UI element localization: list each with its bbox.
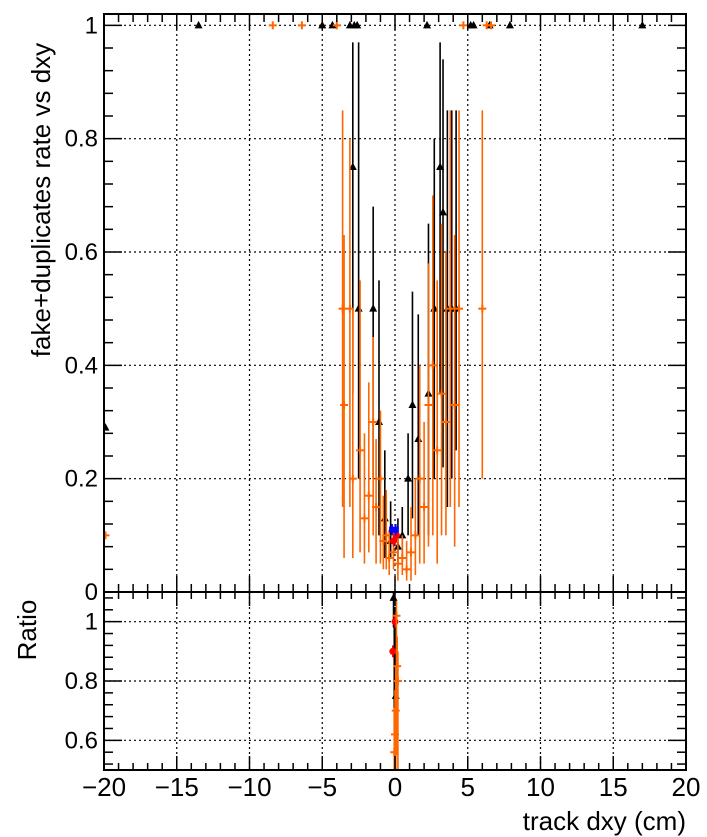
y-tick-label: 1 <box>85 12 98 39</box>
data-point <box>428 361 437 370</box>
x-tick-label: −20 <box>82 772 126 802</box>
data-point <box>369 418 378 426</box>
y-tick-label: 0.2 <box>65 466 98 493</box>
data-point <box>505 20 514 29</box>
x-tick-label: 10 <box>526 772 555 802</box>
data-point <box>393 559 402 568</box>
x-tick-label: 0 <box>388 772 402 802</box>
data-point <box>390 537 398 545</box>
data-point <box>328 20 337 29</box>
y-tick-label: 0.6 <box>65 727 98 754</box>
y-tick-label: 1 <box>85 609 98 636</box>
data-point <box>398 530 407 539</box>
x-tick-label: −5 <box>307 772 337 802</box>
data-point <box>348 474 357 483</box>
data-point <box>380 513 389 522</box>
data-point <box>389 526 396 533</box>
data-point <box>392 611 401 620</box>
data-point <box>411 531 420 540</box>
data-point <box>450 401 459 409</box>
data-point <box>340 401 349 409</box>
data-point <box>194 20 203 29</box>
data-point <box>364 491 373 500</box>
data-point <box>389 647 397 655</box>
data-point <box>437 389 446 398</box>
data-point <box>433 446 442 455</box>
data-point <box>392 526 399 533</box>
data-point <box>414 434 423 442</box>
data-point <box>402 565 411 574</box>
data-point <box>436 162 445 170</box>
data-point <box>376 474 385 483</box>
data-point <box>385 554 394 562</box>
data-point <box>398 554 407 562</box>
x-tick-label: 20 <box>672 772 701 802</box>
data-point <box>268 21 277 30</box>
data-point <box>446 304 455 313</box>
data-point <box>360 514 369 523</box>
data-point <box>415 474 424 483</box>
data-point <box>423 20 432 29</box>
y-tick-label: 0.4 <box>65 352 98 379</box>
data-point <box>407 548 416 557</box>
y-tick-label: 0.8 <box>65 126 98 153</box>
y-axis-title-ratio: Ratio <box>12 600 42 661</box>
data-point <box>372 503 381 511</box>
top-panel-data <box>104 20 647 581</box>
data-point <box>332 21 341 30</box>
data-point <box>354 304 363 312</box>
x-axis-title: track dxy (cm) <box>523 806 686 836</box>
x-tick-label: −15 <box>155 772 199 802</box>
data-point <box>390 748 399 757</box>
data-point <box>356 446 365 455</box>
data-point <box>404 474 413 482</box>
data-point <box>638 20 647 29</box>
data-point <box>469 20 478 29</box>
data-point <box>297 21 306 30</box>
x-tick-label: 15 <box>599 772 628 802</box>
data-point <box>478 304 487 313</box>
data-point <box>389 548 398 557</box>
data-point <box>487 21 496 30</box>
x-tick-label: −10 <box>227 772 271 802</box>
data-point <box>424 401 433 409</box>
axes <box>103 13 687 771</box>
data-point <box>353 20 362 29</box>
x-tick-label: 5 <box>461 772 475 802</box>
data-point <box>420 503 429 511</box>
data-point <box>104 531 110 540</box>
data-point <box>389 593 398 601</box>
data-point <box>348 162 357 170</box>
tick-labels: 0 0.2 0.4 0.6 0.8 1 0.6 0.8 1 −20 −15 −10 −5 0 5 10 15 20 <box>65 12 701 802</box>
data-point <box>441 418 450 426</box>
data-point <box>369 304 378 312</box>
data-point <box>338 304 347 313</box>
data-point <box>104 423 110 431</box>
data-point <box>439 207 448 216</box>
data-point <box>455 304 464 313</box>
y-tick-label: 0 <box>85 579 98 606</box>
y-tick-label: 0.8 <box>65 668 98 695</box>
y-tick-label: 0.6 <box>65 239 98 266</box>
ratio-panel-data <box>389 592 402 770</box>
data-point <box>408 400 417 408</box>
data-point <box>459 21 468 30</box>
y-axis-title-top: fake+duplicates rate vs dxy <box>26 43 56 357</box>
